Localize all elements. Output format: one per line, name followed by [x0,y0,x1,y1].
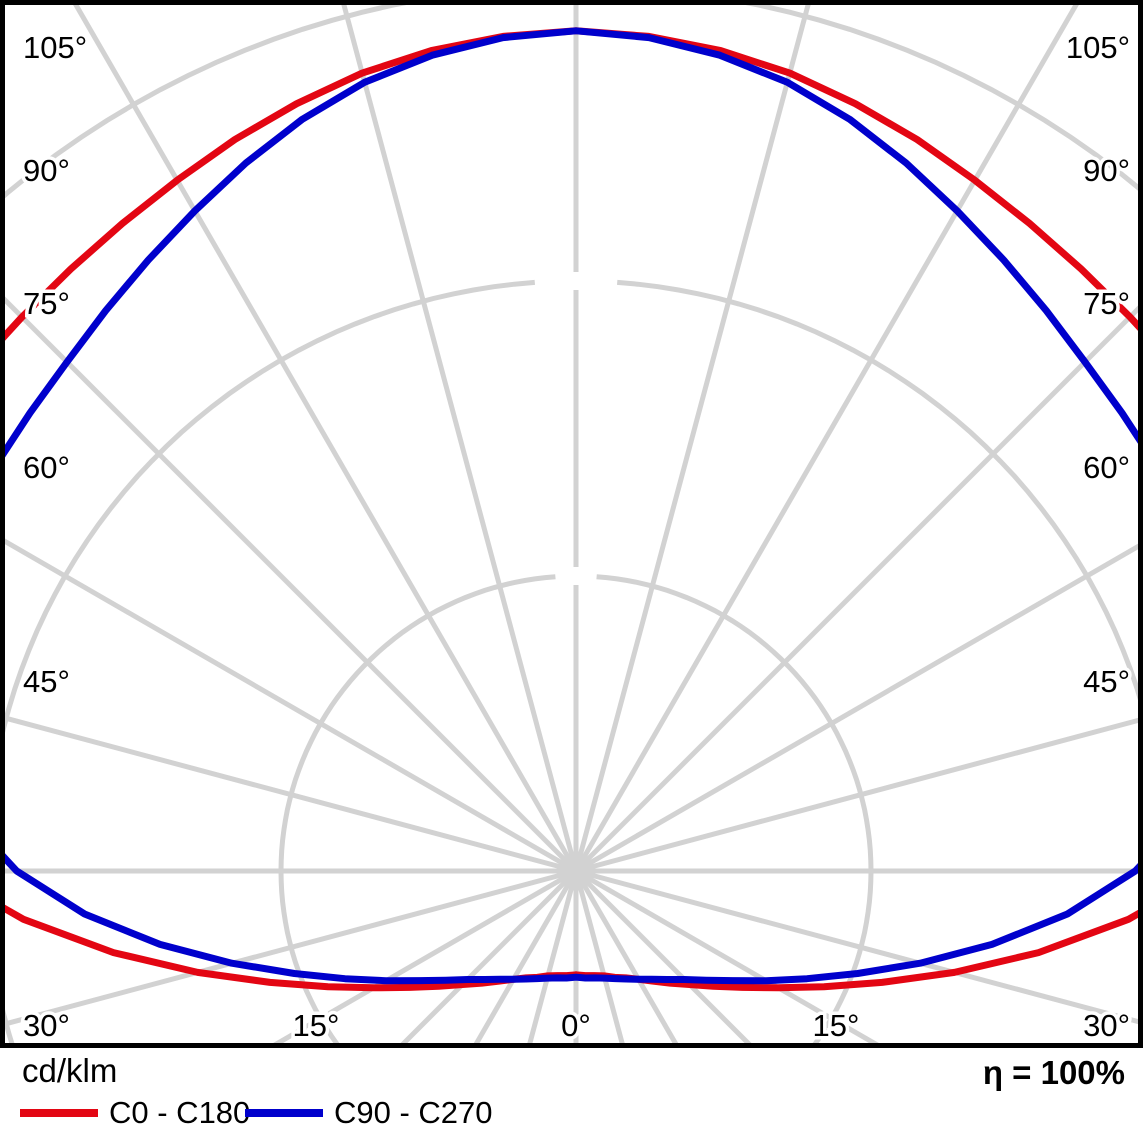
angle-label-bottom-1: 0° [561,1008,591,1043]
angle-label-bottom-2: 15° [813,1008,860,1043]
efficiency-label: η = 100% [982,1054,1125,1091]
grid-spoke-120 [273,868,578,1043]
grid-spoke-135 [400,869,578,1043]
angle-label-left-3: 60° [23,450,70,485]
angle-label-left-1: 90° [23,153,70,188]
grid-ring-750 [745,5,1138,191]
angle-label-left-0-halo: 105° [23,30,87,65]
grid-ring-500 [5,279,536,1043]
angle-label-right-2: 75° [1083,286,1130,321]
grid-spoke-75 [575,717,1138,874]
grid-spoke-30 [73,5,579,873]
grid-spoke-120 [574,868,879,1043]
grid-spoke-45 [5,296,578,873]
legend-label-c90-c270: C90 - C270 [334,1095,493,1130]
legend-item-c90-c270[interactable]: C90 - C270 [245,1095,493,1130]
polar-plot-svg: 105°105°90°90°75°75°60°60°45°45°30°30°10… [5,5,1138,1044]
grid-spoke-135 [574,869,752,1043]
ring-label-gap [562,272,590,290]
legend-swatch-blue [245,1109,323,1117]
angle-label-left-5: 30° [23,1008,70,1043]
angle-label-bottom-0: 15° [293,1008,340,1043]
angle-label-left-4-halo: 45° [23,664,70,699]
angle-label-right-5-halo: 30° [1083,1008,1130,1043]
angle-label-right-5: 30° [1083,1008,1130,1043]
angle-label-right-0: 105° [1066,30,1130,65]
legend-item-c0-c180[interactable]: C0 - C180 [20,1095,251,1130]
grid-ring-750 [5,5,407,199]
angle-label-left-5-halo: 30° [23,1008,70,1043]
angle-label-left-3-halo: 60° [23,450,70,485]
angle-label-right-3-halo: 60° [1083,450,1130,485]
grid-spoke-15 [341,5,579,872]
legend-area: cd/klm η = 100% C0 - C180 C90 - C270 [0,1048,1143,1143]
polar-curves [5,27,1138,992]
grid-spoke-105 [5,868,577,1027]
angle-label-bottom-1-halo: 0° [561,1008,591,1043]
angle-label-right-4-halo: 45° [1083,664,1130,699]
angle-label-right-1-halo: 90° [1083,153,1130,188]
legend-swatch-red [20,1109,98,1117]
grid-spoke-105 [575,868,1138,1025]
grid-spoke-150 [573,869,679,1043]
angle-label-left-2: 75° [23,286,70,321]
grid-spoke-45 [574,305,1138,873]
curve-c90-c270 [5,27,1138,985]
angle-label-left-0: 105° [23,30,87,65]
angle-label-left-2-halo: 75° [23,286,70,321]
polar-angle-labels: 105°105°90°90°75°75°60°60°45°45°30°30°10… [20,27,1134,1044]
polar-plot-frame: 105° 105° 90° 90° 75° 75° 60° 60° 45° 45° 30° 30° 10… [0,0,1143,1048]
angle-label-right-1: 90° [1083,153,1130,188]
legend-label-c0-c180: C0 - C180 [109,1095,251,1130]
angle-label-right-4: 45° [1083,664,1130,699]
unit-label: cd/klm [22,1052,118,1089]
polar-grid [5,5,1138,1043]
grid-spoke-30 [573,5,1079,873]
angle-label-right-0-halo: 105° [1066,30,1130,65]
angle-label-left-1-halo: 90° [23,153,70,188]
grid-spoke-75 [5,715,577,874]
grid-spoke-60 [5,538,578,874]
angle-label-bottom-2-halo: 15° [813,1008,860,1043]
angle-label-right-2-halo: 75° [1083,286,1130,321]
ring-label-gap [562,567,590,585]
grid-spoke-150 [473,869,579,1043]
grid-ring-500 [616,279,1138,1043]
grid-spoke-60 [574,543,1138,874]
angle-label-right-3: 60° [1083,450,1130,485]
angle-label-left-4: 45° [23,664,70,699]
angle-label-bottom-0-halo: 15° [293,1008,340,1043]
grid-spoke-15 [573,5,811,872]
